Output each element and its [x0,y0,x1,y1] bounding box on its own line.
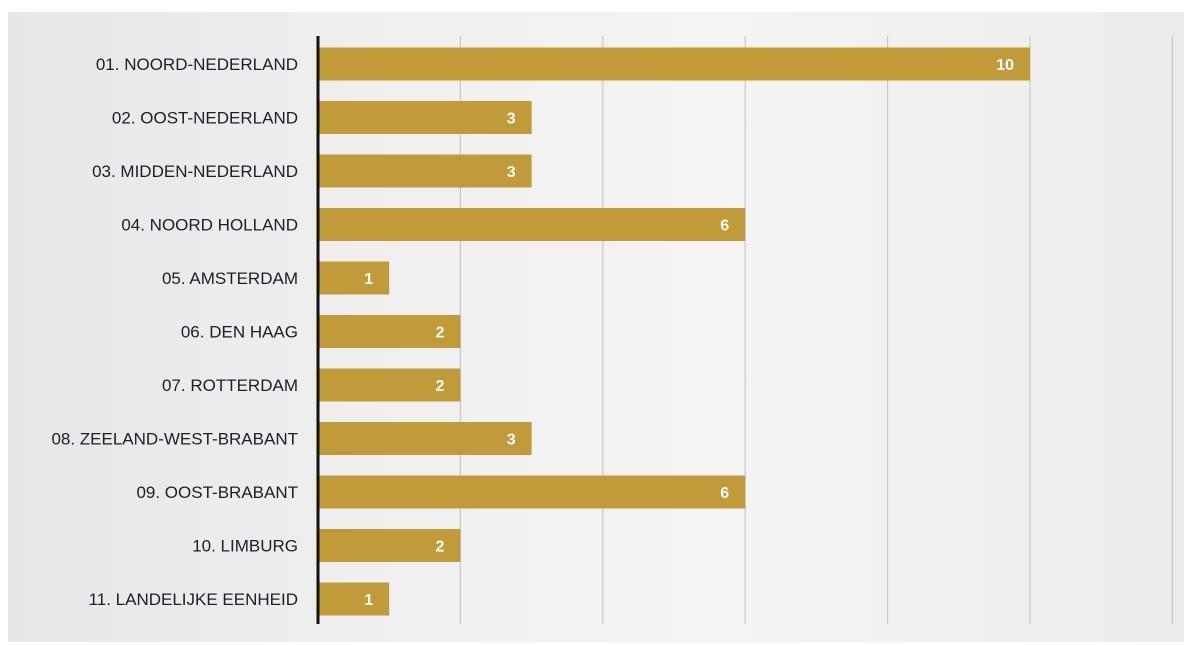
bar [318,475,746,509]
value-label: 10 [996,57,1014,74]
value-label: 1 [364,592,373,609]
value-label: 6 [720,485,729,502]
bar [318,368,461,402]
bar [318,47,1030,81]
category-label: 04. NOORD HOLLAND [121,216,298,235]
category-label: 08. ZEELAND-WEST-BRABANT [51,430,298,449]
value-labels: 10 3 3 6 1 2 2 3 6 2 1 [364,57,1014,609]
bar [318,582,390,616]
category-label: 05. AMSTERDAM [162,269,298,288]
category-label: 11. LANDELIJKE EENHEID [89,590,298,609]
value-label: 3 [507,111,516,128]
value-label: 1 [364,271,373,288]
category-label: 10. LIMBURG [192,537,298,556]
category-labels: 01. NOORD-NEDERLAND 02. OOST-NEDERLAND 03.… [51,55,298,609]
bar [318,154,532,188]
value-label: 2 [435,539,444,556]
category-label: 06. DEN HAAG [181,323,298,342]
category-label: 02. OOST-NEDERLAND [112,109,298,128]
category-label: 03. MIDDEN-NEDERLAND [92,162,298,181]
category-label: 07. ROTTERDAM [162,376,298,395]
bar [318,315,461,348]
category-label: 01. NOORD-NEDERLAND [96,55,298,74]
value-label: 2 [435,378,444,395]
category-label: 09. OOST-BRABANT [136,483,298,502]
gridlines [459,36,1174,624]
bars [318,47,1030,616]
bar [318,422,532,455]
bar [318,261,390,295]
bar [318,529,461,562]
bar [318,208,746,241]
value-label: 3 [507,432,516,449]
value-label: 6 [720,218,729,235]
chart-panel [8,12,1184,642]
bar [318,101,532,134]
value-label: 3 [507,164,516,181]
value-label: 2 [435,325,444,342]
